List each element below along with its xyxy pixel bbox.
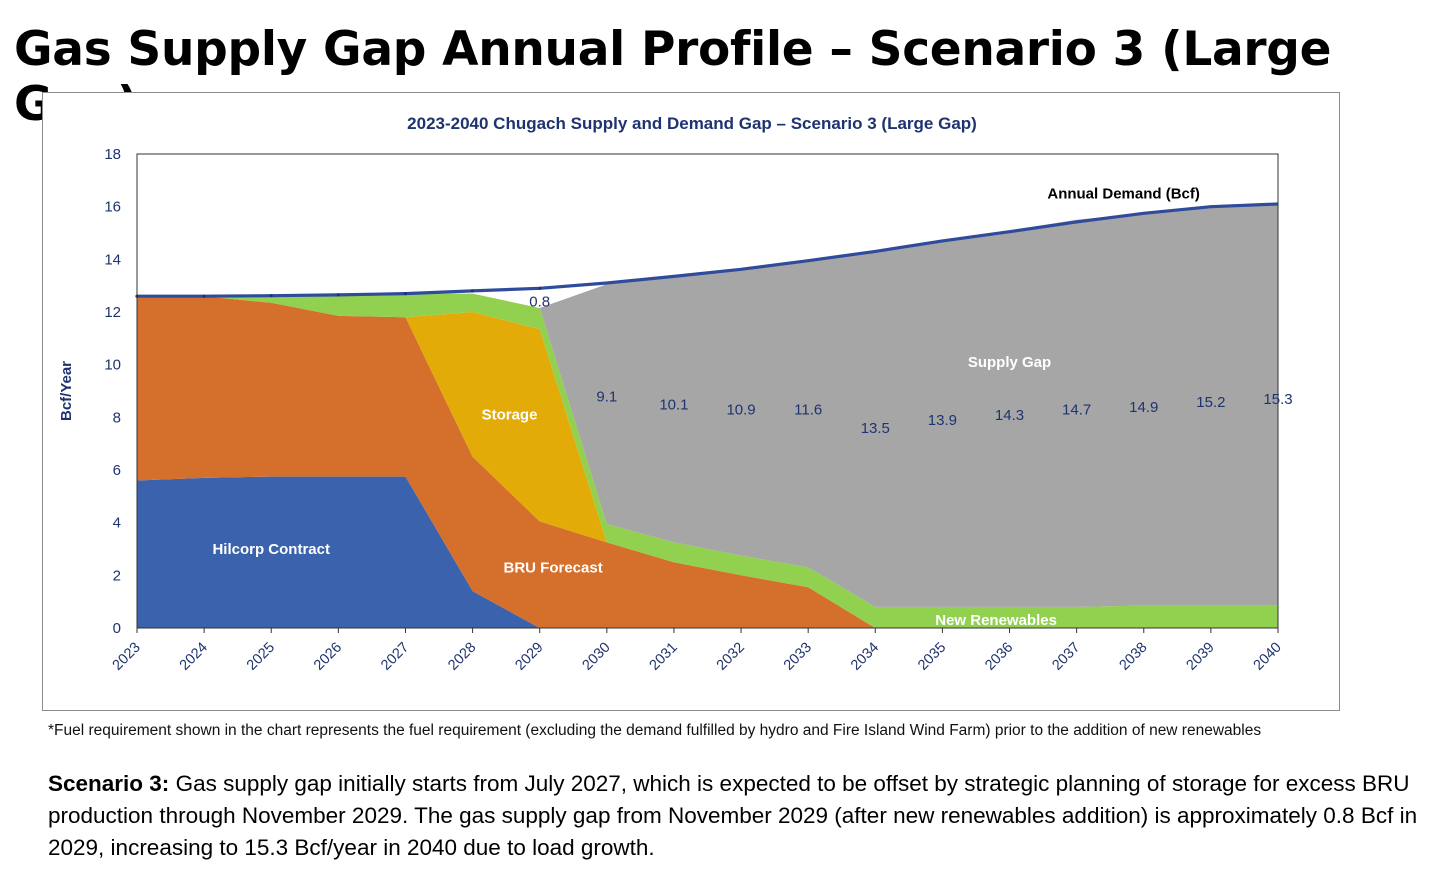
x-tick-label: 2032 [714, 640, 748, 674]
area-new-renewables [137, 293, 1278, 628]
area-hilcorp-contract [137, 476, 1278, 628]
scenario-description: Scenario 3: Gas supply gap initially sta… [48, 768, 1418, 864]
demand-point-2029 [538, 286, 542, 290]
x-tick-label: 2026 [311, 640, 345, 674]
gap-value-label: 10.1 [659, 396, 688, 413]
y-tick-label: 12 [104, 304, 121, 321]
demand-line-group [135, 202, 1279, 298]
gap-value-label: 0.8 [529, 294, 550, 311]
area-chart: 2023-2040 Chugach Supply and Demand Gap … [58, 114, 1293, 674]
x-tick-label: 2033 [781, 640, 815, 674]
area-bru-forecast [137, 296, 1278, 628]
area-series-group [137, 202, 1278, 628]
x-tick-label: 2036 [982, 640, 1016, 674]
y-tick-label: 4 [113, 515, 121, 532]
gap-value-label: 15.2 [1196, 394, 1225, 411]
y-tick-label: 2 [113, 567, 121, 584]
chart-title: 2023-2040 Chugach Supply and Demand Gap … [407, 114, 977, 133]
gap-value-label: 14.7 [1062, 402, 1091, 419]
y-tick-label: 10 [104, 357, 121, 374]
area-supply-gap [137, 202, 1278, 607]
gap-value-label: 10.9 [726, 402, 755, 419]
area-label-annual-demand-bcf: Annual Demand (Bcf) [1047, 186, 1200, 203]
x-tick-label: 2030 [580, 640, 614, 674]
x-tick-label: 2034 [848, 640, 882, 674]
gap-value-label: 14.9 [1129, 399, 1158, 416]
y-tick-label: 14 [104, 251, 121, 268]
footnote: *Fuel requirement shown in the chart rep… [48, 722, 1262, 739]
area-label-bru-forecast: BRU Forecast [504, 559, 603, 576]
x-tick-label: 2028 [445, 640, 479, 674]
x-tick-label: 2040 [1251, 640, 1285, 674]
demand-point-2024 [202, 294, 206, 298]
demand-point-2027 [403, 291, 408, 296]
y-axis-label: Bcf/Year [58, 361, 75, 421]
chart-frame: 2023-2040 Chugach Supply and Demand Gap … [42, 92, 1340, 711]
x-tick-label: 2024 [177, 640, 211, 674]
annual-demand-line [137, 202, 1279, 298]
x-tick-label: 2023 [110, 640, 144, 674]
area-label-storage: Storage [482, 407, 538, 424]
x-tick-label: 2025 [244, 640, 278, 674]
plot-frame [136, 153, 1279, 629]
chart-labels-group: 0.8 9.1 10.1 10.9 11.6 13.5 13.9 14.3 14.7 14.9 15… [212, 186, 1292, 630]
gap-value-label: 15.3 [1263, 391, 1292, 408]
y-tick-label: 18 [104, 146, 121, 163]
area-label-hilcorp-contract: Hilcorp Contract [212, 541, 330, 558]
x-tick-label: 2039 [1184, 640, 1218, 674]
area-label-new-renewables: New Renewables [935, 612, 1057, 629]
demand-point-2025 [269, 294, 273, 298]
scenario-label: Scenario 3: [48, 771, 170, 796]
y-tick-label: 16 [104, 199, 121, 216]
gap-value-label: 13.5 [861, 420, 890, 437]
gap-value-label: 11.6 [794, 402, 822, 419]
gap-value-label: 14.3 [995, 407, 1024, 424]
x-tick-label: 2038 [1116, 640, 1150, 674]
x-tick-label: 2027 [378, 640, 412, 674]
gap-value-label: 9.1 [596, 389, 617, 406]
area-label-supply-gap: Supply Gap [968, 354, 1051, 371]
x-tick-label: 2035 [915, 640, 949, 674]
y-tick-label: 8 [113, 409, 121, 426]
scenario-body: Gas supply gap initially starts from Jul… [48, 771, 1418, 860]
x-tick-label: 2029 [512, 640, 546, 674]
y-tick-label: 0 [113, 620, 121, 637]
x-tick-label: 2037 [1049, 640, 1083, 674]
demand-point-2026 [336, 293, 340, 297]
demand-point-2028 [470, 289, 475, 293]
x-tick-label: 2031 [647, 640, 681, 674]
gap-value-label: 13.9 [928, 412, 957, 429]
y-tick-label: 6 [113, 462, 121, 479]
